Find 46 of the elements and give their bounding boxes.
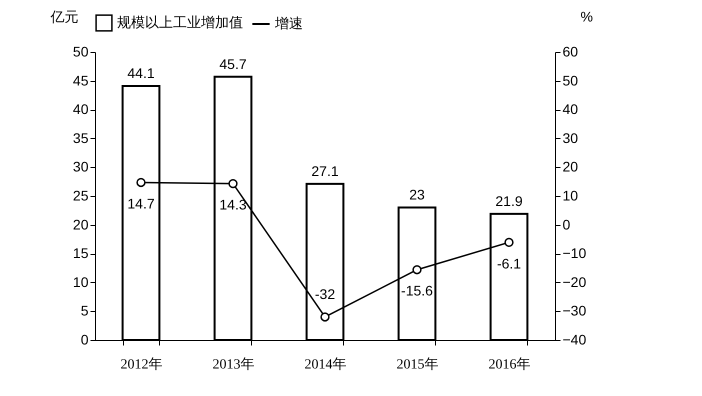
y-tick-label: 45 xyxy=(72,72,89,88)
x-tick-label: 2014年 xyxy=(304,356,346,372)
x-tick-label: 2013年 xyxy=(212,356,254,372)
y2-tick-label: −30 xyxy=(562,302,586,319)
point xyxy=(136,178,146,188)
point xyxy=(228,179,238,188)
data-label: 44.1 xyxy=(127,64,155,81)
point xyxy=(412,265,422,274)
y-tick-label: 25 xyxy=(72,188,89,204)
y-tick-label: 10 xyxy=(72,274,89,290)
data-label: -6.1 xyxy=(496,255,522,272)
y2-tick-label: 50 xyxy=(562,72,578,88)
data-label: -32 xyxy=(314,286,336,302)
data-label: 23 xyxy=(409,186,425,203)
y-tick-label: 50 xyxy=(72,44,89,60)
y2-tick-label: −20 xyxy=(562,274,586,290)
y2-axis-title: % xyxy=(580,8,593,24)
data-label: 21.9 xyxy=(495,192,523,209)
y2-tick-label: 30 xyxy=(562,130,578,146)
legend-label: 增速 xyxy=(274,15,303,31)
data-label: 14.7 xyxy=(127,195,155,212)
y-tick-label: 15 xyxy=(72,245,89,262)
x-tick-label: 2016年 xyxy=(488,356,530,372)
y-axis-title: 亿元 xyxy=(50,8,78,24)
data-label: -15.6 xyxy=(401,282,434,299)
data-label: 14.3 xyxy=(219,196,247,213)
data-label: 45.7 xyxy=(219,56,247,72)
point xyxy=(504,238,514,247)
y-tick-label: 30 xyxy=(72,158,89,175)
y-tick-label: 35 xyxy=(72,130,89,146)
y2-tick-label: 40 xyxy=(562,101,578,118)
y-tick-label: 5 xyxy=(80,302,89,319)
data-label: 27.1 xyxy=(311,162,339,179)
y2-tick-label: −10 xyxy=(562,245,586,262)
point xyxy=(320,312,330,322)
y2-tick-label: 20 xyxy=(562,158,578,175)
y-tick-label: 40 xyxy=(72,101,89,118)
y2-tick-label: 10 xyxy=(562,188,578,204)
y-tick-label: 0 xyxy=(80,332,89,348)
y2-tick-label: −40 xyxy=(562,332,586,348)
y-tick-label: 20 xyxy=(72,216,89,232)
y2-tick-label: 60 xyxy=(562,44,578,60)
x-tick-label: 2015年 xyxy=(396,356,438,372)
x-tick-label: 2012年 xyxy=(120,356,162,372)
legend-label: 规模以上工业增加值 xyxy=(117,14,243,30)
y2-tick-label: 0 xyxy=(562,216,570,232)
